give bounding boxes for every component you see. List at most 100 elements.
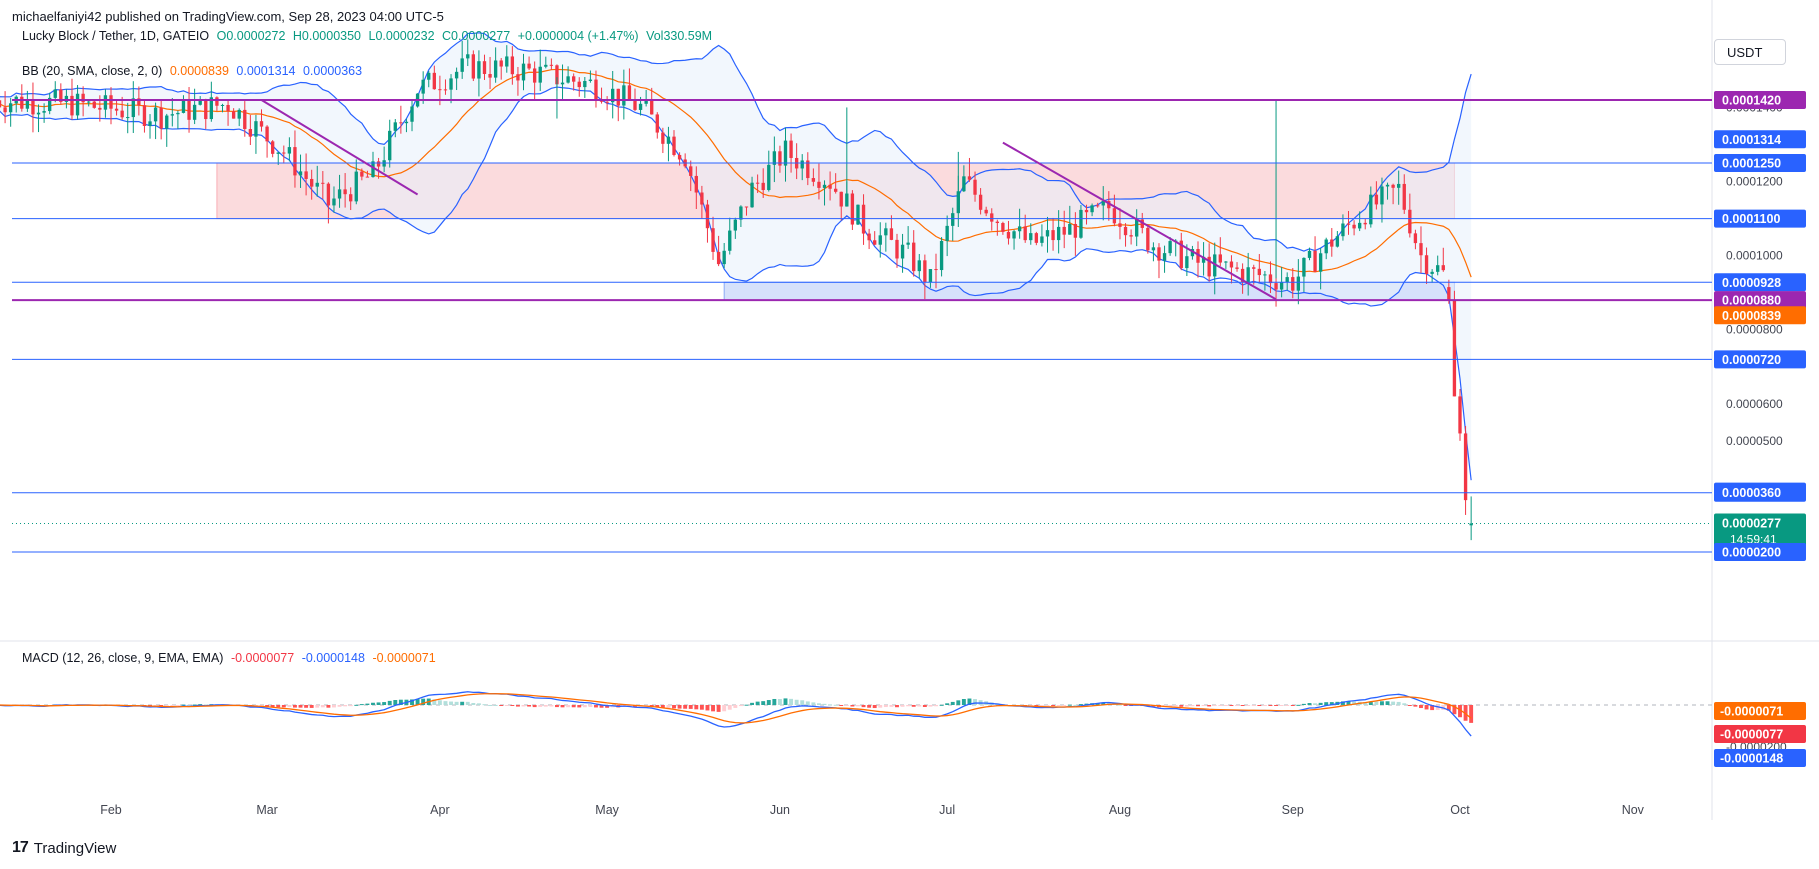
macd-hist-bar (560, 705, 565, 708)
macd-label[interactable]: MACD (12, 26, close, 9, EMA, EMA) (22, 651, 224, 665)
candle-body (655, 114, 659, 133)
candle-body (293, 147, 297, 176)
candle-body (1229, 261, 1234, 268)
price-label[interactable]: 0.0001250 (1722, 157, 1781, 171)
macd-hist-bar (672, 705, 676, 709)
macd-line-value: -0.0000148 (301, 651, 365, 665)
symbol-legend: Lucky Block / Tether, 1D, GATEIO O0.0000… (22, 29, 716, 43)
symbol-title[interactable]: Lucky Block / Tether, 1D, GATEIO (22, 29, 210, 43)
bb-label[interactable]: BB (20, SMA, close, 2, 0) (22, 64, 163, 78)
candle-body (1246, 267, 1250, 282)
candle-body (488, 74, 492, 78)
trendline[interactable] (260, 99, 419, 196)
price-label[interactable]: 0.0000928 (1722, 276, 1781, 290)
macd-hist-bar (538, 705, 543, 707)
macd-hist-bar (287, 705, 292, 707)
macd-hist-bar (449, 701, 453, 705)
candle-body (109, 95, 113, 109)
macd-hist-bar (1212, 705, 1217, 706)
macd-hist-bar (594, 705, 598, 708)
candle-body (1424, 255, 1429, 274)
macd-hist-bar (1346, 701, 1351, 705)
candle-body (1274, 283, 1278, 290)
time-axis[interactable]: Feb Mar Apr May Jun Jul Aug Sep Oct Nov (100, 803, 1644, 817)
volume-value: Vol330.59M (646, 29, 713, 43)
macd-price-label[interactable]: -0.0000071 (1720, 705, 1783, 719)
candle-body (1324, 239, 1328, 254)
candle-body (215, 97, 219, 106)
price-label[interactable]: 0.0001100 (1722, 212, 1780, 226)
macd-hist-bar (1363, 702, 1368, 705)
macd-hist-bar (371, 702, 375, 705)
price-label-bg (1714, 91, 1806, 110)
macd-hist-bar (867, 705, 872, 708)
candle-body (1068, 223, 1072, 235)
macd-hist-bar (677, 705, 682, 709)
last-price-label[interactable]: 0.0000277 (1722, 516, 1781, 530)
price-axis[interactable]: 0.00014000.00012000.00010000.00008000.00… (1714, 91, 1806, 767)
macd-hist-bar (1435, 705, 1440, 711)
candle-body (192, 104, 197, 120)
candle-body (1157, 247, 1161, 261)
macd-hist-bar (298, 705, 303, 708)
candle-body (939, 240, 944, 271)
price-label[interactable]: 0.0000880 (1722, 294, 1781, 308)
candle-body (1029, 233, 1033, 241)
candle-body (298, 171, 303, 176)
macd-hist-bar (722, 705, 727, 712)
macd-hist-bar (393, 700, 398, 705)
candle-body (689, 166, 693, 176)
trendline[interactable] (1002, 141, 1277, 301)
macd-hist-bar (766, 700, 771, 705)
candle-body (1346, 223, 1351, 225)
price-label-bg (1714, 483, 1806, 502)
bb-upper-value: 0.0001314 (236, 64, 296, 78)
macd-hist-bar (761, 701, 766, 705)
candle-body (1363, 222, 1367, 225)
macd-hist-bar (755, 701, 760, 705)
candle-body (53, 89, 57, 98)
candle-body (1040, 236, 1044, 243)
currency-button[interactable]: USDT (1714, 39, 1786, 65)
candle-body (984, 209, 988, 214)
price-label[interactable]: 0.0000839 (1722, 309, 1781, 323)
candle-body (321, 182, 325, 184)
macd-price-label[interactable]: -0.0000077 (1720, 728, 1783, 742)
macd-pane[interactable] (0, 691, 1712, 737)
candle-body (3, 107, 7, 113)
candle-body (282, 152, 286, 154)
candle-body (1268, 274, 1273, 284)
candle-body (783, 140, 788, 166)
candle-body (811, 178, 816, 182)
tradingview-footer[interactable]: 17 TradingView (12, 839, 116, 857)
candle-body (198, 99, 202, 105)
macd-hist-bar (856, 705, 860, 707)
candle-body (1224, 261, 1228, 263)
candle-body (421, 79, 425, 94)
macd-hist-bar (1251, 705, 1256, 706)
candle-body (884, 228, 888, 236)
macd-price-label[interactable]: -0.0000148 (1720, 752, 1783, 766)
candle-body (1447, 287, 1451, 301)
price-label[interactable]: 0.0001314 (1722, 133, 1781, 147)
macd-hist-bar (1168, 705, 1173, 707)
candle-body (1307, 250, 1312, 258)
macd-hist-bar (320, 705, 325, 708)
price-label[interactable]: 0.0000720 (1722, 353, 1781, 367)
candle-body (1441, 265, 1445, 271)
macd-hist-bar (911, 705, 916, 707)
candle-body (70, 95, 74, 116)
candle-body (761, 182, 765, 191)
macd-hist-bar (1313, 703, 1318, 705)
price-label[interactable]: 0.0000360 (1722, 486, 1781, 500)
candle-body (25, 99, 30, 109)
candle-body (527, 63, 531, 69)
macd-hist-bar (276, 705, 281, 708)
macd-hist-bar (1262, 705, 1267, 706)
price-pane[interactable] (0, 0, 1819, 820)
candle-body (310, 178, 314, 187)
macd-hist-bar (1118, 704, 1122, 706)
price-label[interactable]: 0.0001420 (1722, 94, 1781, 108)
price-label[interactable]: 0.0000200 (1722, 546, 1781, 560)
